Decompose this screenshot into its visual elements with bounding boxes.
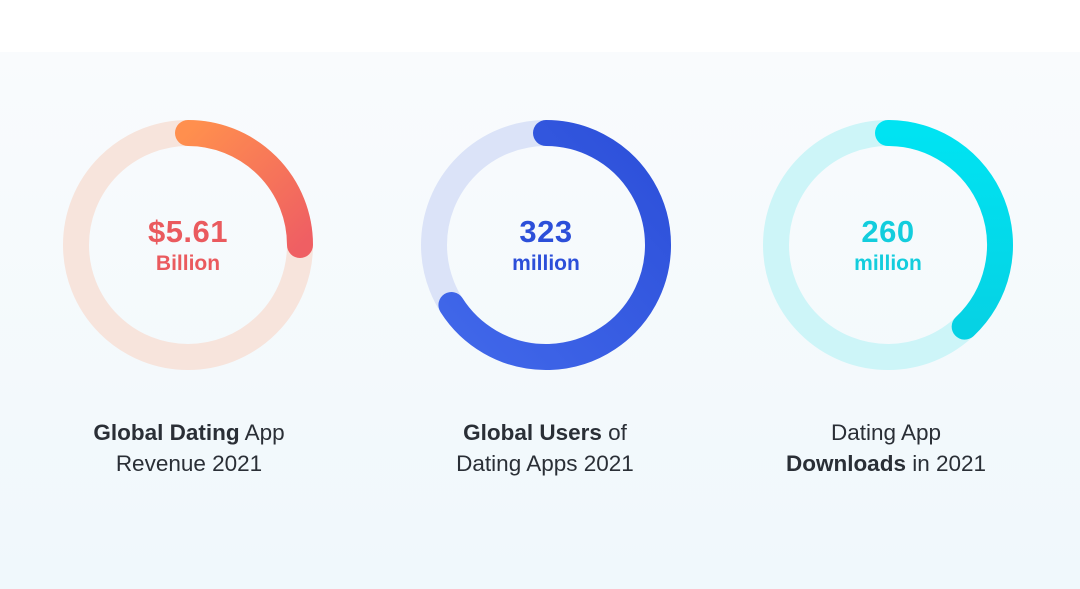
donut-center: 323 million (416, 115, 676, 375)
caption-text: Dating App (830, 420, 942, 445)
donut-center: 260 million (758, 115, 1018, 375)
donut-svg-revenue (63, 120, 313, 370)
caption-line-2: Downloads in 2021 (706, 448, 1066, 479)
caption-text: Dating Apps 2021 (456, 451, 634, 476)
stat-caption: Global Users of Dating Apps 2021 (365, 417, 725, 479)
caption-line-1: Dating App (706, 417, 1066, 448)
donut-svg-users (421, 120, 671, 370)
donut-arc (438, 120, 671, 370)
stat-unit: million (512, 252, 580, 275)
caption-bold: Global Dating (93, 420, 240, 445)
donut-center: $5.61 Billion (58, 115, 318, 375)
stat-users: 323 million Global Users of Dating Apps … (360, 0, 720, 589)
caption-line-2: Revenue 2021 (9, 448, 369, 479)
stat-revenue: $5.61 Billion Global Dating App Revenue … (9, 0, 369, 589)
stat-value: 260 (861, 214, 915, 249)
stat-value: $5.61 (147, 214, 229, 249)
stat-value: 323 (519, 214, 573, 249)
caption-bold: Downloads (785, 451, 906, 476)
caption-text: in 2021 (905, 451, 987, 476)
caption-text: of (601, 420, 627, 445)
donut-arc (875, 120, 1013, 340)
stat-unit: Billion (155, 252, 221, 275)
caption-bold: Global Users (463, 420, 602, 445)
caption-text: Revenue 2021 (115, 451, 263, 476)
donut-svg-downloads (763, 120, 1013, 370)
caption-text: App (239, 420, 285, 445)
stat-caption: Global Dating App Revenue 2021 (9, 417, 369, 479)
stat-caption: Dating App Downloads in 2021 (706, 417, 1066, 479)
caption-line-1: Global Users of (365, 417, 725, 448)
stat-downloads: 260 million Dating App Downloads in 2021 (706, 0, 1066, 589)
donut-revenue: $5.61 Billion (58, 115, 318, 375)
donut-users: 323 million (416, 115, 676, 375)
caption-line-2: Dating Apps 2021 (365, 448, 725, 479)
donut-downloads: 260 million (758, 115, 1018, 375)
caption-line-1: Global Dating App (9, 417, 369, 448)
stat-unit: million (854, 252, 922, 275)
donut-arc (175, 120, 313, 258)
